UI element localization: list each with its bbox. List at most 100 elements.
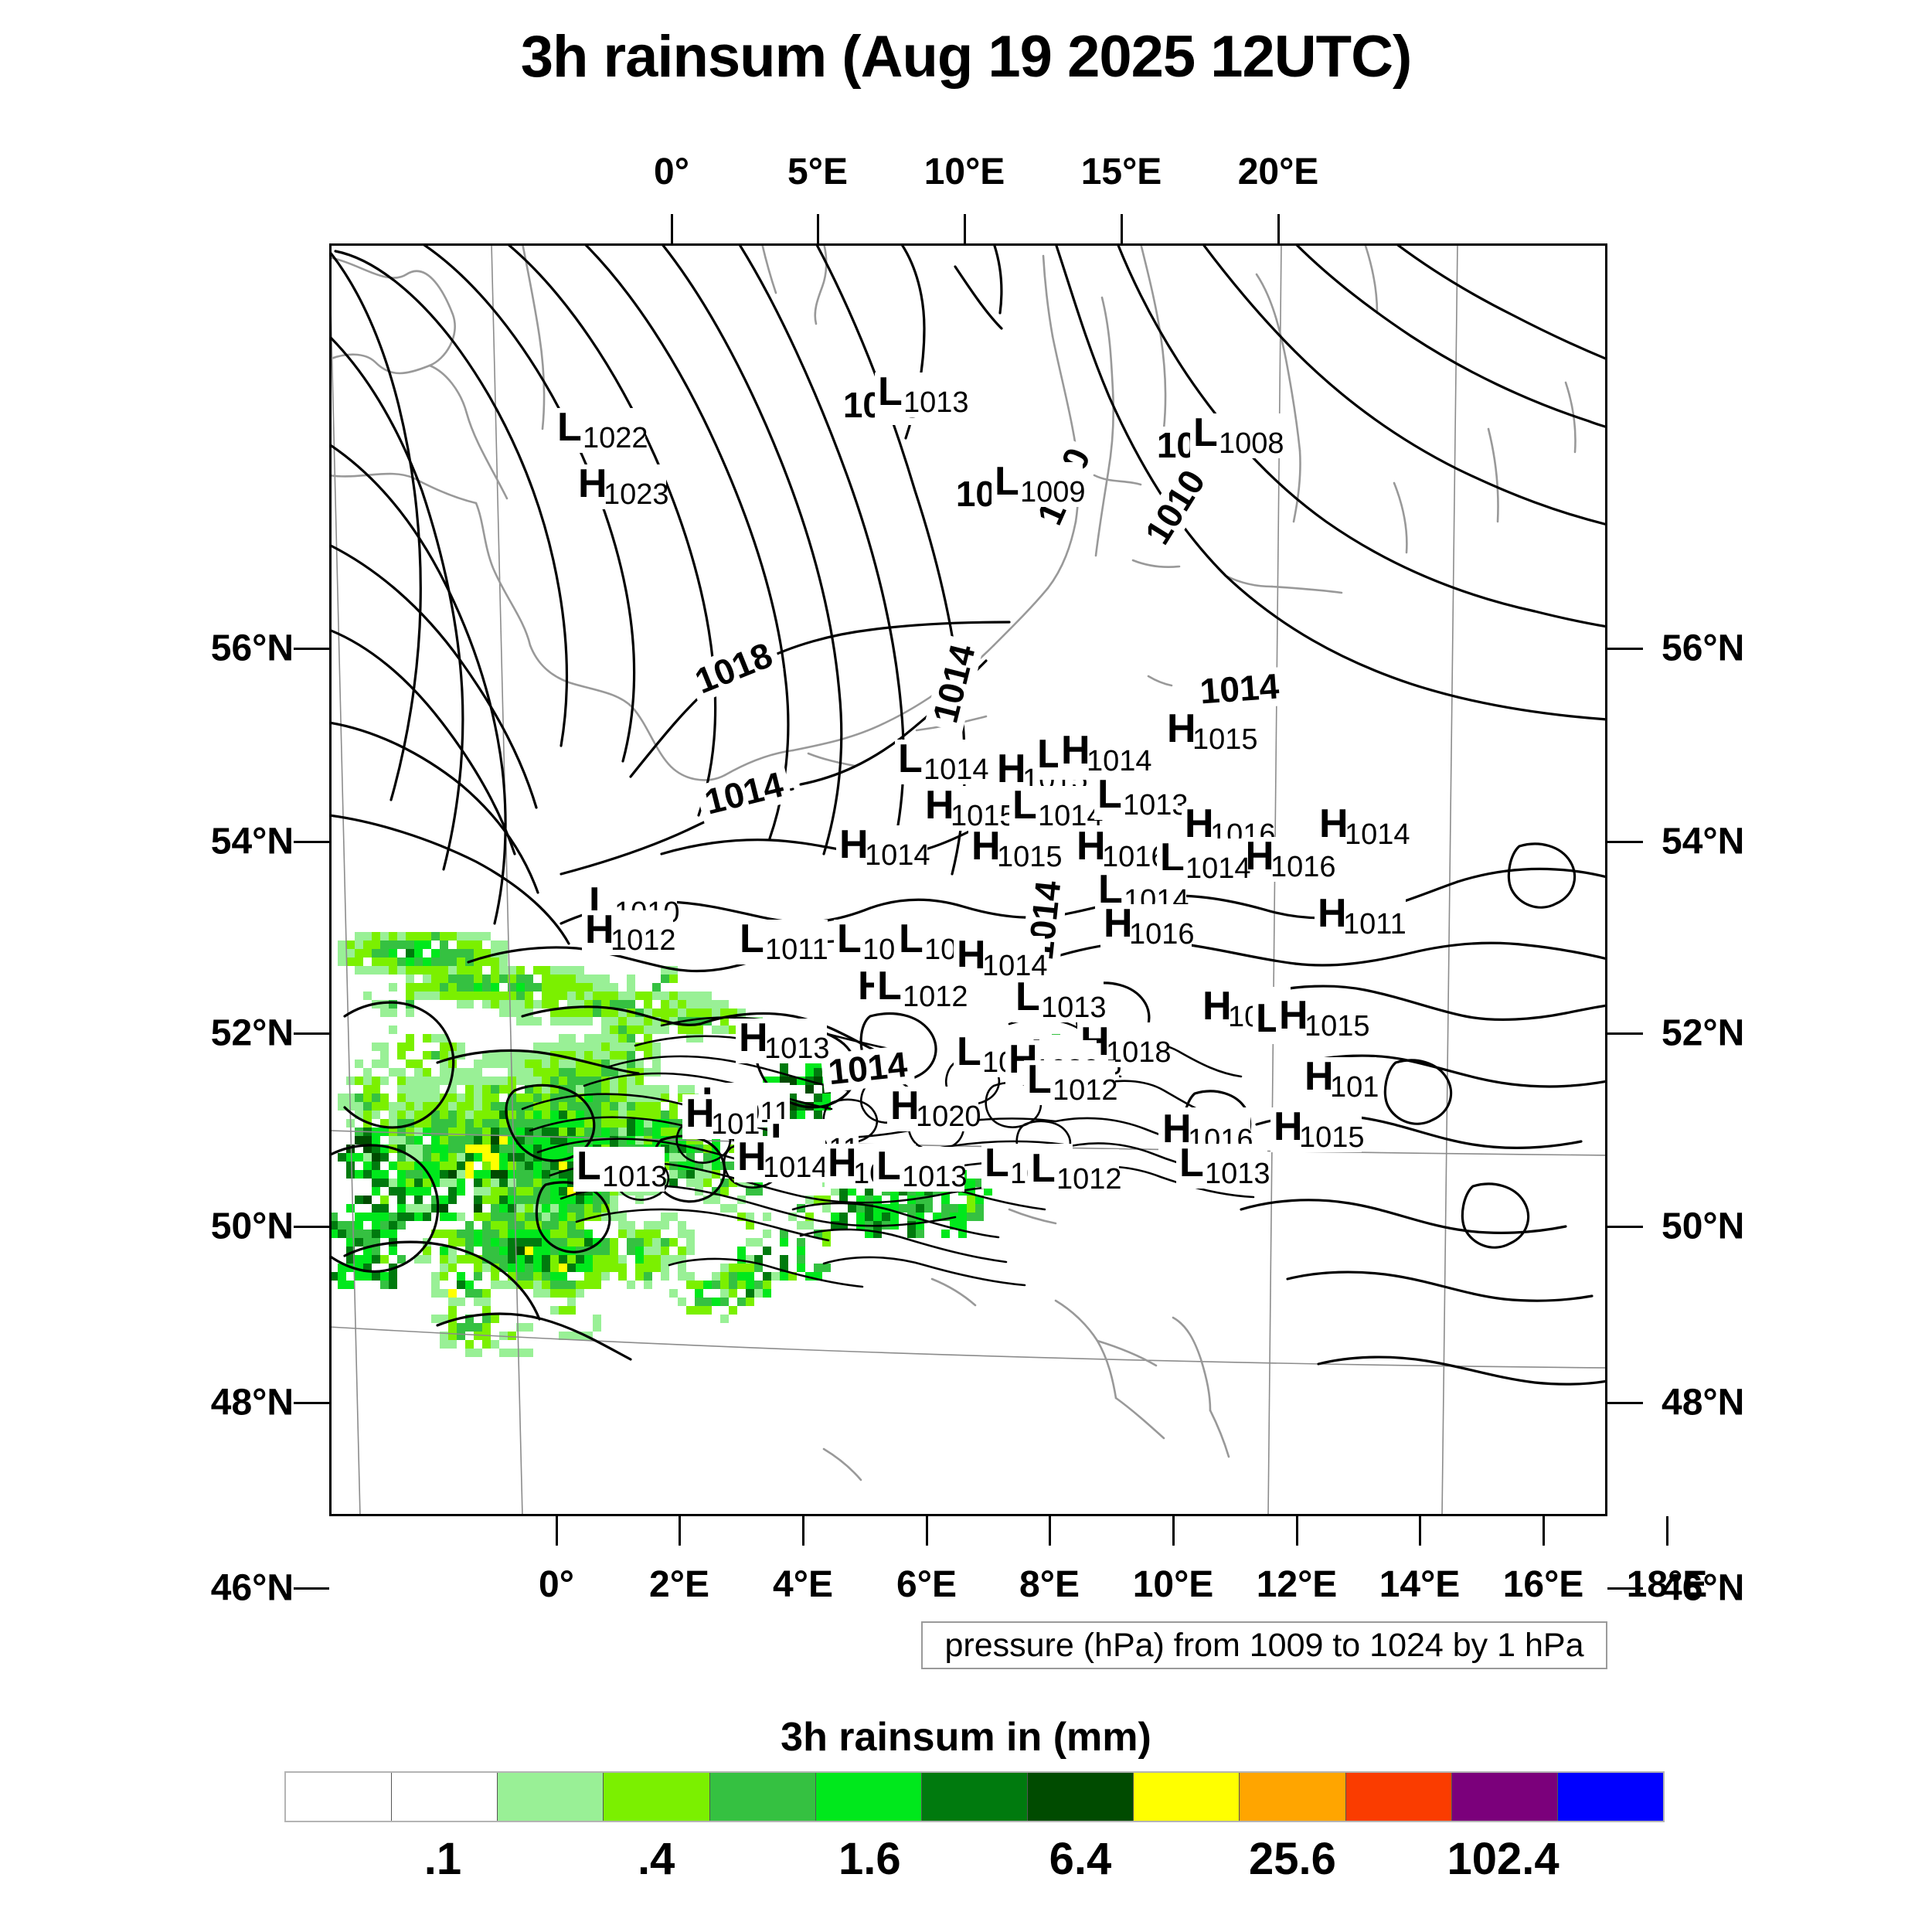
lon-bottom-label: 4°E — [773, 1564, 833, 1605]
contour-label: 1010 — [1134, 458, 1216, 556]
pressure-low-label: L 1008 — [1190, 410, 1284, 460]
svg-text:101: 101 — [711, 1108, 760, 1141]
colorbar-cell-10 — [1345, 1773, 1452, 1821]
lon-bottom-tick — [802, 1516, 804, 1546]
lat-right-label: 54°N — [1662, 821, 1745, 862]
svg-text:H: H — [971, 824, 1001, 869]
lon-bottom-tick — [1049, 1516, 1051, 1546]
svg-text:1015: 1015 — [1299, 1121, 1365, 1154]
svg-text:1015: 1015 — [1192, 723, 1258, 756]
svg-text:L: L — [1097, 772, 1122, 817]
svg-text:H: H — [1319, 801, 1349, 846]
svg-text:H: H — [578, 461, 607, 506]
svg-text:H: H — [1104, 901, 1133, 946]
svg-text:1014: 1014 — [923, 753, 989, 786]
lon-top-label: 5°E — [787, 151, 848, 192]
svg-text:1014: 1014 — [1185, 852, 1251, 885]
svg-text:1012: 1012 — [1053, 1074, 1118, 1107]
lat-left-label: 48°N — [210, 1382, 294, 1423]
lon-bottom-label: 0° — [539, 1564, 574, 1605]
svg-text:1022: 1022 — [583, 422, 648, 454]
svg-text:H: H — [1318, 891, 1347, 936]
colorbar-cell-0 — [286, 1773, 393, 1821]
svg-text:H: H — [828, 1141, 857, 1185]
colorbar-cell-7 — [1028, 1773, 1134, 1821]
svg-text:H: H — [890, 1083, 920, 1128]
svg-text:L: L — [1193, 410, 1218, 455]
lat-right-tick — [1607, 1402, 1643, 1404]
svg-text:1013: 1013 — [1041, 992, 1107, 1024]
lon-bottom-label: 10°E — [1132, 1564, 1214, 1605]
lon-bottom-tick — [556, 1516, 558, 1546]
lat-left-label: 46°N — [210, 1567, 294, 1609]
svg-text:H: H — [737, 1134, 767, 1179]
svg-text:1014: 1014 — [1345, 818, 1410, 851]
svg-text:1014: 1014 — [826, 1044, 910, 1092]
lat-left-tick — [294, 1402, 329, 1404]
svg-text:L: L — [878, 369, 903, 414]
svg-text:L: L — [837, 917, 862, 961]
lat-right-label: 52°N — [1662, 1012, 1745, 1054]
svg-text:L: L — [1012, 783, 1037, 828]
svg-text:L: L — [898, 736, 923, 781]
svg-text:1015: 1015 — [1304, 1010, 1370, 1043]
colorbar-cell-11 — [1451, 1773, 1558, 1821]
svg-text:L: L — [577, 1144, 601, 1189]
lon-bottom-tick — [679, 1516, 681, 1546]
contour-label: 1018 — [684, 633, 784, 704]
svg-text:H: H — [1202, 984, 1232, 1029]
lat-right-tick — [1607, 1587, 1643, 1590]
svg-text:1016: 1016 — [1102, 841, 1168, 873]
svg-text:1008: 1008 — [1219, 427, 1284, 460]
lon-bottom-tick — [1543, 1516, 1545, 1546]
svg-text:H: H — [839, 822, 869, 867]
svg-text:1013: 1013 — [764, 1032, 830, 1065]
svg-text:H: H — [1274, 1104, 1303, 1149]
lat-left-label: 52°N — [210, 1012, 294, 1054]
svg-text:1013: 1013 — [602, 1161, 668, 1193]
svg-text:1014: 1014 — [1087, 745, 1152, 777]
svg-text:1014: 1014 — [982, 950, 1048, 982]
pressure-low-label: L 1009 — [992, 459, 1086, 509]
svg-text:L: L — [957, 1029, 981, 1074]
lon-bottom-label: 12°E — [1256, 1564, 1338, 1605]
svg-text:H: H — [925, 783, 954, 828]
colorbar-cell-12 — [1557, 1773, 1664, 1821]
svg-text:H: H — [997, 747, 1026, 791]
svg-text:H: H — [739, 1015, 768, 1060]
map-canvas: 1013100910101010100810181014101410141014… — [329, 243, 1607, 1516]
lon-top-tick — [1277, 214, 1280, 243]
page-title: 3h rainsum (Aug 19 2025 12UTC) — [520, 24, 1413, 90]
lat-left-tick — [294, 841, 329, 843]
svg-text:1020: 1020 — [916, 1100, 981, 1133]
isobar-contours — [331, 245, 1606, 1386]
svg-text:L: L — [557, 405, 582, 450]
svg-text:L: L — [876, 1144, 901, 1189]
precip-level-4 — [331, 940, 1001, 1306]
lon-bottom-label: 8°E — [1019, 1564, 1080, 1605]
lon-top-tick — [964, 214, 966, 243]
colorbar-tick-label: 1.6 — [838, 1834, 901, 1884]
pressure-legend-text: pressure (hPa) from 1009 to 1024 by 1 hP… — [944, 1626, 1584, 1664]
svg-text:L: L — [1031, 1146, 1056, 1191]
lat-right-label: 56°N — [1662, 628, 1745, 669]
colorbar-tick-label: .1 — [423, 1834, 462, 1884]
svg-text:L: L — [1027, 1057, 1052, 1102]
colorbar-cell-9 — [1240, 1773, 1346, 1821]
lat-left-label: 56°N — [210, 628, 294, 669]
lon-bottom-tick — [1172, 1516, 1175, 1546]
svg-text:1014: 1014 — [763, 1151, 828, 1184]
